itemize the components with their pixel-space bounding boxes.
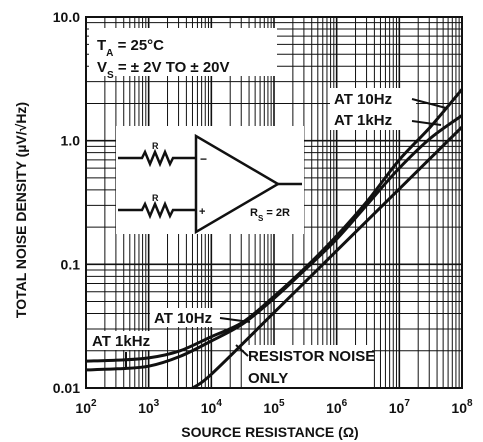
annotation-10hz-bottom-backdrop xyxy=(150,308,220,327)
y-tick-label: 10.0 xyxy=(53,9,80,25)
annotation-resistor-noise-line1: RESISTOR NOISE xyxy=(248,348,375,365)
y-tick-label: 0.01 xyxy=(53,380,80,396)
resistor-top-label: R xyxy=(152,141,159,151)
conditions-backdrop xyxy=(89,28,277,76)
source-resistance-label: RS = 2R xyxy=(250,207,290,223)
series-resistor-noise-curve xyxy=(191,125,464,390)
series-10hz-curve xyxy=(85,88,464,363)
resistor-bottom xyxy=(118,200,196,220)
x-tick-label: 108 xyxy=(451,398,473,416)
resistor-bottom-label: R xyxy=(152,193,159,203)
condition-supply: VS = ± 2V TO ± 20V xyxy=(97,59,230,81)
leader-10hz-bottom xyxy=(219,317,251,323)
annotation-10hz-bottom: AT 10Hz xyxy=(154,310,212,327)
opamp-triangle xyxy=(194,133,281,235)
x-tick-label: 103 xyxy=(138,398,160,416)
noninverting-input-label: + xyxy=(199,206,205,218)
leader-1khz-top xyxy=(411,120,442,126)
x-tick-label: 104 xyxy=(201,398,223,416)
opamp-schematic: R R − + RS = 2R xyxy=(116,126,304,235)
x-tick-label: 107 xyxy=(389,398,411,416)
annotation-resistor-backdrop xyxy=(244,345,372,387)
leader-10hz-top xyxy=(411,98,447,109)
x-tick-label: 105 xyxy=(263,398,285,416)
y-tick-label: 0.1 xyxy=(61,256,81,272)
series-1khz-curve xyxy=(85,114,463,372)
y-axis-title: TOTAL NOISE DENSITY (µV/√Hz) xyxy=(13,102,29,318)
x-tick-labels: 102 103 104 105 106 107 108 xyxy=(75,398,473,416)
condition-temperature: TA = 25°C xyxy=(97,37,164,59)
annotation-1khz-top: AT 1kHz xyxy=(334,112,392,129)
x-tick-label: 102 xyxy=(75,398,97,416)
y-tick-labels: 0.01 0.1 1.0 10.0 xyxy=(53,9,80,396)
leader-resistor-noise xyxy=(235,344,249,357)
plot-frame xyxy=(85,16,463,389)
y-tick-label: 1.0 xyxy=(61,133,81,149)
inverting-input-label: − xyxy=(200,152,207,166)
annotation-10hz-top: AT 10Hz xyxy=(334,91,392,108)
annotation-1khz-bottom-backdrop xyxy=(88,331,156,350)
annotation-1khz-bottom: AT 1kHz xyxy=(92,333,150,350)
x-axis-title: SOURCE RESISTANCE (Ω) xyxy=(181,424,358,440)
x-tick-label: 106 xyxy=(326,398,348,416)
annotation-top-backdrop xyxy=(330,88,416,130)
resistor-top xyxy=(118,148,196,168)
annotation-resistor-noise-line2: ONLY xyxy=(248,370,288,387)
